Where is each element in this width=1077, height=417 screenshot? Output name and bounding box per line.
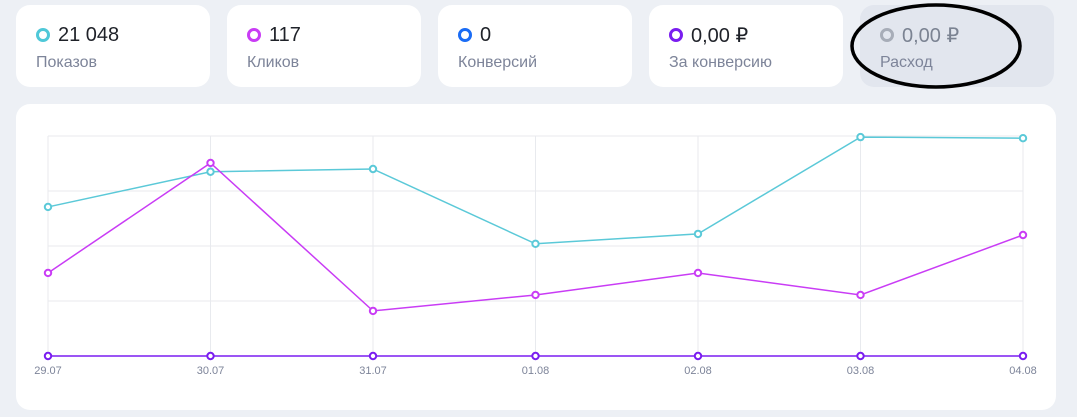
data-point — [43, 351, 53, 361]
data-point — [206, 158, 215, 168]
series-dot-icon — [880, 28, 894, 42]
metric-card-1[interactable]: 117 Кликов — [227, 5, 421, 87]
x-tick-label: 30.07 — [197, 365, 225, 377]
metric-value: 21 048 — [36, 22, 210, 48]
metric-value-text: 21 048 — [58, 23, 120, 46]
data-point — [368, 306, 378, 316]
metric-value-text: 0,00 ₽ — [691, 24, 749, 47]
data-point — [206, 351, 215, 361]
x-tick-label: 01.08 — [522, 365, 550, 377]
metric-label: Расход — [880, 54, 933, 71]
chart-card: 29.07 30.07 31.07 01.08 02.08 03.08 04.08 — [16, 104, 1056, 410]
x-tick-label: 02.08 — [684, 365, 712, 377]
line-chart: 29.07 30.07 31.07 01.08 02.08 03.08 04.08 — [34, 132, 1037, 377]
metric-card-3[interactable]: 0,00 ₽ За конверсию — [649, 5, 843, 87]
x-tick-label: 29.07 — [34, 365, 62, 377]
data-point — [531, 351, 540, 361]
data-point — [693, 229, 703, 239]
metric-card-2[interactable]: 0 Конверсий — [438, 5, 632, 87]
series-dot-icon — [36, 28, 50, 42]
metric-card-4[interactable]: 0,00 ₽ Расход — [860, 5, 1054, 87]
data-point — [531, 239, 540, 249]
metric-label: Конверсий — [458, 54, 538, 71]
data-point — [1018, 134, 1028, 143]
data-point — [693, 268, 703, 278]
metric-value-text: 0 — [480, 23, 492, 46]
metric-label: Показов — [36, 54, 98, 71]
metric-label: За конверсию — [669, 54, 772, 71]
metric-value-text: 117 — [269, 23, 301, 46]
metric-value-text: 0,00 ₽ — [902, 24, 960, 47]
data-point — [43, 268, 53, 278]
metric-label: Кликов — [247, 54, 300, 71]
data-point — [856, 132, 865, 142]
series-dot-icon — [247, 28, 261, 42]
data-point — [531, 290, 540, 300]
metric-value: 0 — [458, 22, 632, 48]
data-point — [43, 202, 53, 212]
metric-value: 0,00 ₽ — [669, 22, 843, 48]
x-tick-label: 03.08 — [847, 365, 875, 377]
series-dot-icon — [458, 28, 472, 42]
data-point — [1018, 230, 1028, 240]
data-point — [368, 164, 378, 174]
series-dot-icon — [669, 28, 683, 42]
metric-value: 117 — [247, 22, 421, 48]
data-point — [693, 351, 703, 361]
metric-value: 0,00 ₽ — [880, 22, 1054, 48]
data-point — [1018, 351, 1028, 361]
data-point — [206, 167, 215, 176]
data-point — [856, 351, 865, 361]
x-tick-label: 04.08 — [1009, 365, 1037, 377]
data-point — [368, 351, 378, 361]
metric-card-0[interactable]: 21 048 Показов — [16, 5, 210, 87]
data-point — [856, 290, 865, 300]
x-tick-label: 31.07 — [359, 365, 387, 377]
